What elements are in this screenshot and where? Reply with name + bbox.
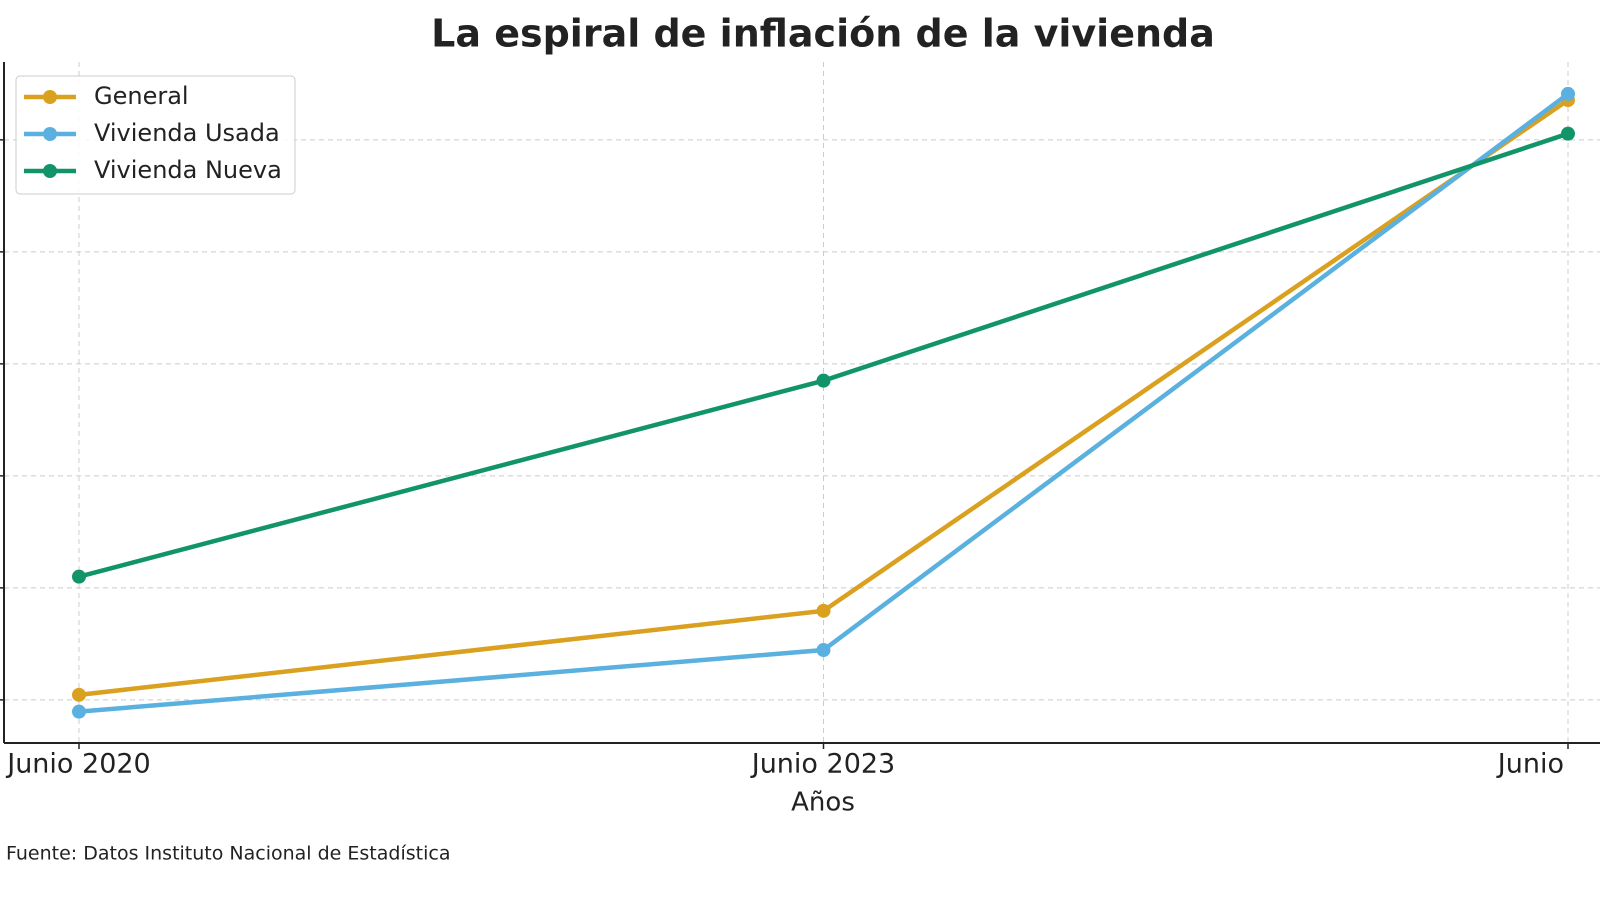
data-point xyxy=(72,704,86,719)
data-point xyxy=(816,373,831,388)
source-note: Fuente: Datos Instituto Nacional de Esta… xyxy=(6,843,450,865)
legend-box xyxy=(15,75,296,195)
x-axis-label: Años xyxy=(791,788,855,818)
legend-label: General xyxy=(94,82,189,110)
data-point xyxy=(816,643,831,658)
data-point xyxy=(72,569,86,584)
data-point xyxy=(1561,126,1575,141)
data-point xyxy=(816,603,831,618)
x-tick-label: Junio 2020 xyxy=(5,749,151,780)
legend: General Vivienda Usada Vivienda Nueva xyxy=(15,75,296,195)
x-tick-label: Junio 2023 xyxy=(750,749,896,780)
legend-marker xyxy=(43,90,57,104)
data-point xyxy=(72,687,86,702)
x-tick-label: Junio xyxy=(1496,749,1564,780)
legend-label: Vivienda Usada xyxy=(94,119,280,147)
legend-marker xyxy=(43,127,57,141)
series-line xyxy=(78,92,1570,714)
data-point xyxy=(1561,86,1575,101)
legend-label: Vivienda Nueva xyxy=(94,156,282,184)
legend-marker xyxy=(43,164,57,178)
chart-title: La espiral de inflación de la vivienda xyxy=(431,12,1215,56)
